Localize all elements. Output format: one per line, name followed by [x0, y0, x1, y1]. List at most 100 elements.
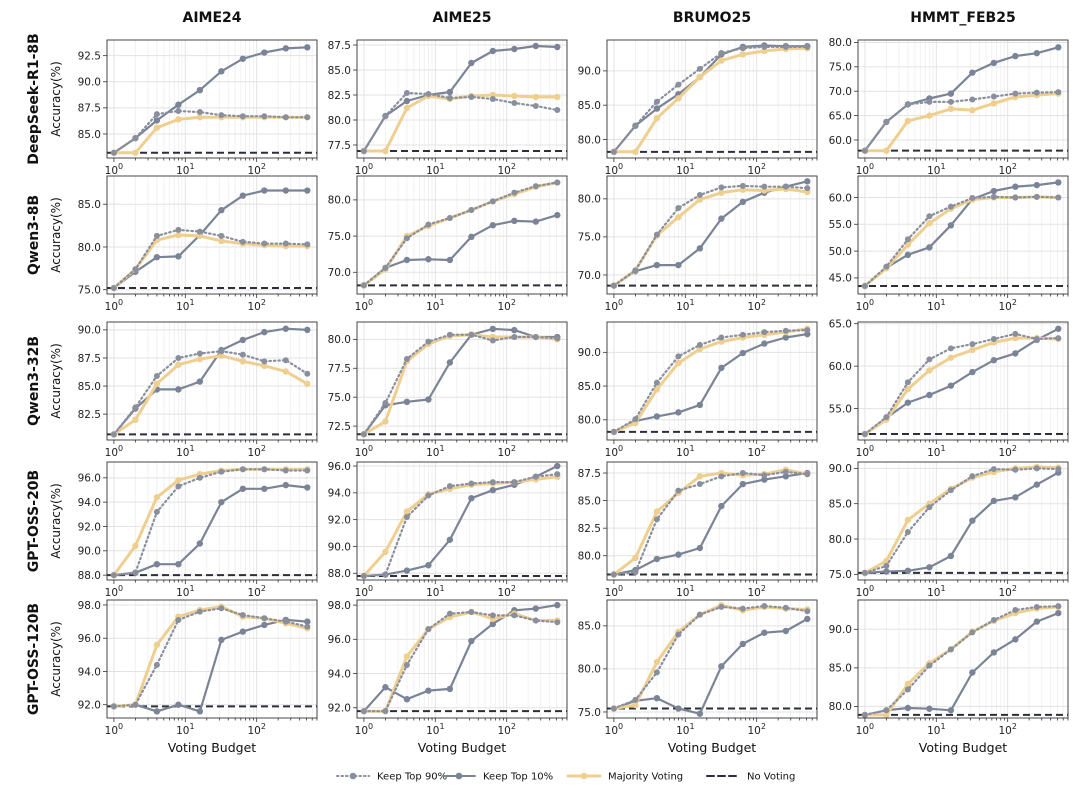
data-point-keep-top-90-: [610, 148, 617, 155]
data-point-keep-top-10-: [653, 413, 661, 420]
data-point-keep-top-90-: [382, 571, 389, 578]
data-point-majority-voting: [653, 508, 661, 515]
y-tick-label: 75.0: [578, 707, 601, 719]
y-tick-label: 77.5: [328, 140, 351, 152]
series-line-majority-voting: [612, 46, 809, 154]
data-point-keep-top-90-: [403, 661, 410, 668]
x-tick-exponent: 1: [940, 162, 945, 171]
series-line-keep-top-90-: [362, 333, 559, 436]
data-point-keep-top-90-: [1055, 335, 1062, 342]
x-tick-exponent: 0: [368, 722, 373, 731]
data-point-keep-top-90-: [969, 341, 976, 348]
data-point-majority-voting: [632, 701, 639, 709]
data-point-majority-voting: [554, 93, 561, 101]
data-point-keep-top-10-: [696, 401, 704, 409]
x-tick-base: 10: [176, 447, 189, 459]
x-tick-label: 100: [605, 162, 623, 177]
x-tick-label: 100: [355, 584, 373, 599]
data-point-keep-top-90-: [261, 466, 268, 473]
data-point-keep-top-90-: [446, 214, 453, 221]
x-tick-exponent: 2: [761, 298, 766, 307]
data-point-keep-top-10-: [554, 462, 561, 470]
data-point-keep-top-90-: [196, 608, 203, 615]
data-point-majority-voting: [883, 147, 890, 154]
data-point-majority-voting: [175, 477, 182, 484]
plot-area: [607, 40, 817, 158]
data-point-keep-top-90-: [153, 372, 160, 379]
data-point-majority-voting: [175, 116, 182, 123]
data-point-keep-top-10-: [990, 497, 998, 505]
x-tick-base: 10: [497, 165, 510, 177]
data-point-keep-top-90-: [861, 431, 868, 438]
series-line-keep-top-90-: [112, 468, 309, 577]
series-line-keep-top-90-: [863, 467, 1060, 575]
x-tick-exponent: 1: [189, 298, 194, 307]
data-point-keep-top-10-: [532, 42, 540, 50]
x-tick-base: 10: [605, 165, 618, 177]
plot-frame: [857, 39, 1069, 159]
data-point-keep-top-90-: [969, 194, 976, 201]
x-tick-label: 101: [927, 444, 945, 459]
y-tick-label: 70.0: [829, 86, 852, 98]
x-tick-label: 102: [247, 298, 265, 313]
data-point-majority-voting: [696, 473, 704, 480]
y-tick-label: 96.0: [78, 473, 101, 485]
data-point-keep-top-90-: [883, 414, 890, 421]
data-point-keep-top-10-: [261, 49, 268, 56]
y-tick-label: 92.0: [328, 703, 351, 715]
series-line-keep-top-90-: [112, 109, 309, 154]
y-tick-label: 65.0: [829, 110, 852, 122]
plot-area: [858, 600, 1068, 718]
series-line-majority-voting: [112, 354, 309, 436]
data-point-majority-voting: [675, 95, 682, 102]
plot-frame: [356, 175, 568, 295]
x-tick-exponent: 0: [869, 722, 874, 731]
data-point-keep-top-10-: [1012, 183, 1019, 190]
data-point-majority-voting: [132, 542, 139, 550]
data-point-majority-voting: [511, 92, 518, 100]
data-point-keep-top-10-: [261, 485, 268, 492]
data-point-keep-top-90-: [990, 335, 997, 342]
data-point-keep-top-10-: [1055, 609, 1062, 617]
data-point-keep-top-10-: [446, 256, 454, 264]
data-point-keep-top-90-: [696, 481, 703, 488]
data-point-keep-top-10-: [304, 187, 311, 194]
data-point-keep-top-10-: [718, 215, 725, 222]
data-point-majority-voting: [904, 117, 912, 125]
x-tick-exponent: 2: [511, 298, 516, 307]
column-title: BRUMO25: [673, 10, 751, 26]
plot-frame: [356, 461, 568, 581]
data-point-keep-top-90-: [282, 618, 289, 625]
plot-frame: [356, 599, 568, 719]
x-tick-base: 10: [355, 301, 368, 313]
data-point-keep-top-10-: [153, 254, 161, 261]
data-point-keep-top-10-: [261, 187, 268, 194]
x-tick-label: 102: [998, 298, 1016, 313]
series-line-majority-voting: [112, 467, 309, 577]
data-point-keep-top-10-: [425, 562, 432, 569]
legend: Keep Top 90% Keep Top 10% Majority Voting N…: [336, 772, 795, 783]
data-point-majority-voting: [196, 232, 204, 240]
y-tick-label: 85.0: [578, 495, 601, 507]
plot-frame: [106, 599, 318, 719]
data-point-keep-top-90-: [110, 703, 117, 710]
y-tick-label: 94.0: [328, 668, 351, 680]
data-point-keep-top-90-: [804, 43, 811, 50]
x-tick-base: 10: [105, 165, 118, 177]
y-tick-label: 94.0: [78, 497, 101, 509]
data-point-keep-top-10-: [1012, 636, 1019, 643]
x-tick-exponent: 1: [189, 444, 194, 453]
x-tick-label: 100: [105, 584, 123, 599]
data-point-keep-top-90-: [883, 118, 890, 125]
data-point-keep-top-90-: [632, 122, 639, 129]
data-point-keep-top-10-: [489, 222, 497, 229]
data-point-keep-top-10-: [403, 97, 411, 105]
x-tick-exponent: 0: [368, 584, 373, 593]
data-point-majority-voting: [282, 368, 290, 375]
